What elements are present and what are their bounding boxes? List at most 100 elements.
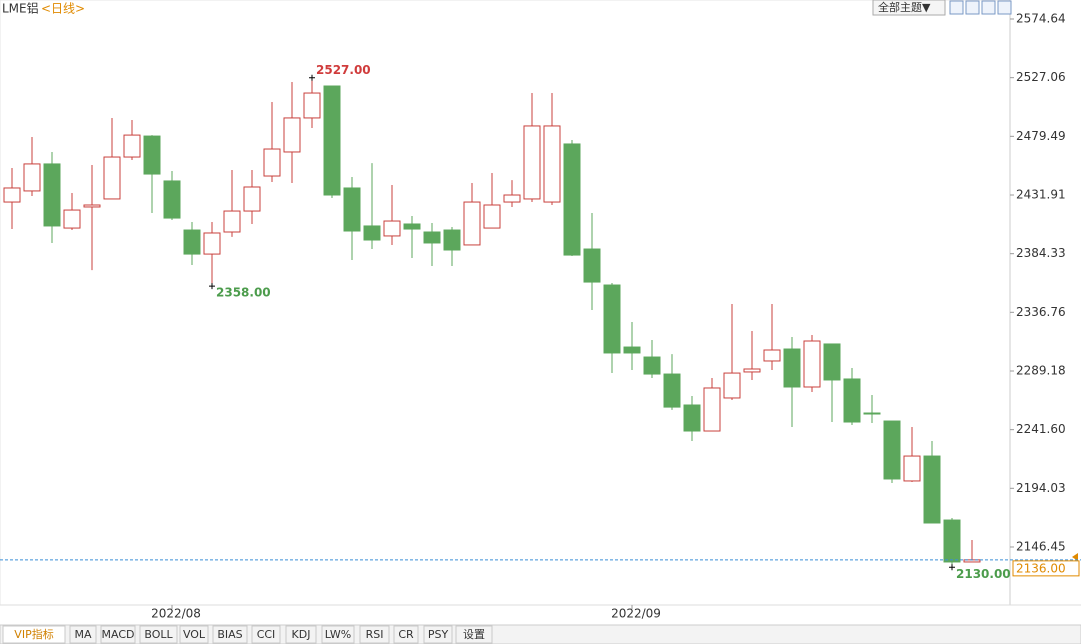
tab-label[interactable]: LW% (325, 628, 351, 641)
candle-body (903, 455, 921, 482)
theme-button[interactable]: 全部主题▼ (878, 0, 931, 14)
tab[interactable] (139, 625, 178, 644)
candle-body (763, 349, 781, 362)
tab-label[interactable]: RSI (366, 628, 384, 641)
candle-body (683, 404, 701, 432)
y-tick-label: 2574.64 (1016, 12, 1066, 26)
candle-body (403, 223, 421, 230)
tab-label[interactable]: BOLL (144, 628, 173, 641)
tab[interactable] (251, 625, 281, 644)
tab[interactable] (69, 625, 97, 644)
candle-body (283, 117, 301, 153)
candle-body (423, 231, 441, 244)
candle-body (183, 229, 201, 255)
tab-label[interactable]: VOL (183, 628, 206, 641)
candle-body (243, 186, 261, 212)
candle-body (443, 229, 461, 251)
candle-body (223, 210, 241, 233)
candle-body (543, 125, 561, 203)
x-tick-label: 2022/08 (151, 607, 201, 621)
candle-body (83, 204, 101, 208)
extreme-marker (309, 74, 315, 81)
tab[interactable] (2, 625, 66, 644)
extreme-label: 2527.00 (316, 63, 371, 77)
candle-body (203, 232, 221, 255)
candle-body (103, 156, 121, 200)
candle-body (643, 356, 661, 375)
y-tick-label: 2194.03 (1016, 481, 1066, 495)
extreme-label: 2358.00 (216, 286, 271, 300)
tab[interactable] (455, 625, 493, 644)
candle-body (483, 204, 501, 229)
tab-label[interactable]: 设置 (463, 628, 485, 641)
y-tick-label: 2431.91 (1016, 187, 1066, 201)
extreme-marker (949, 564, 955, 571)
instrument-title: LME铝 (2, 1, 39, 16)
candle-body (143, 135, 161, 175)
candle-body (123, 134, 141, 158)
candle-body (843, 378, 861, 423)
period[interactable]: <日线> (41, 2, 85, 16)
theme-button-bg[interactable] (872, 0, 946, 16)
tab[interactable] (393, 625, 419, 644)
candle-body (583, 248, 601, 283)
candle-body (823, 343, 841, 381)
tab-label[interactable]: MA (74, 628, 91, 641)
extreme-marker (209, 283, 215, 290)
candle-body (43, 163, 61, 227)
tab[interactable] (100, 625, 136, 644)
plot-area (0, 0, 1011, 606)
candle-body (323, 85, 341, 196)
tab[interactable] (212, 625, 248, 644)
tab-label[interactable]: KDJ (292, 628, 311, 641)
extreme-label: 2130.00 (956, 567, 1011, 581)
icon[interactable] (997, 0, 1012, 15)
candle-body (623, 346, 641, 354)
x-tick-label: 2022/09 (611, 607, 661, 621)
candle-body (463, 201, 481, 246)
candle-body (723, 372, 741, 399)
y-tick-label: 2336.76 (1016, 305, 1066, 319)
tab-label[interactable]: CR (398, 628, 414, 641)
candle-body (883, 420, 901, 480)
candle-body (563, 143, 581, 256)
y-tick-label: 2479.49 (1016, 129, 1066, 143)
tab-label[interactable]: VIP指标 (14, 627, 53, 641)
candle-body (263, 148, 281, 177)
candle-body (303, 92, 321, 119)
tab[interactable] (321, 625, 355, 644)
candle-body (863, 412, 881, 415)
candle-body (663, 373, 681, 408)
candle-body (743, 368, 761, 373)
candle-body (523, 125, 541, 200)
candle-body (603, 284, 621, 354)
tab[interactable] (423, 625, 453, 644)
candle-body (3, 187, 21, 203)
candle-body (923, 455, 941, 524)
icon[interactable] (949, 0, 964, 15)
tab[interactable] (285, 625, 317, 644)
candle-body (363, 225, 381, 241)
last-price-box (1012, 560, 1080, 577)
candle-body (803, 340, 821, 388)
tab-label[interactable]: CCI (257, 628, 276, 641)
tab-label[interactable]: BIAS (217, 628, 242, 641)
icon[interactable] (981, 0, 996, 15)
candle-body (23, 163, 41, 192)
tool-icons[interactable] (949, 0, 1012, 15)
y-tick-label: 2384.33 (1016, 246, 1066, 260)
candle-body (383, 220, 401, 237)
y-tick-label: 2241.60 (1016, 422, 1066, 436)
candle-body (943, 519, 961, 563)
candle-body (163, 180, 181, 219)
candle-body (783, 348, 801, 388)
candle-body (703, 387, 721, 432)
tab-label[interactable]: PSY (428, 628, 449, 641)
tab[interactable] (359, 625, 390, 644)
candle-body (343, 187, 361, 232)
icon[interactable] (965, 0, 980, 15)
tab[interactable] (179, 625, 209, 644)
last-price-label: 2136.00 (1016, 561, 1066, 575)
tab-label[interactable]: MACD (102, 628, 135, 641)
